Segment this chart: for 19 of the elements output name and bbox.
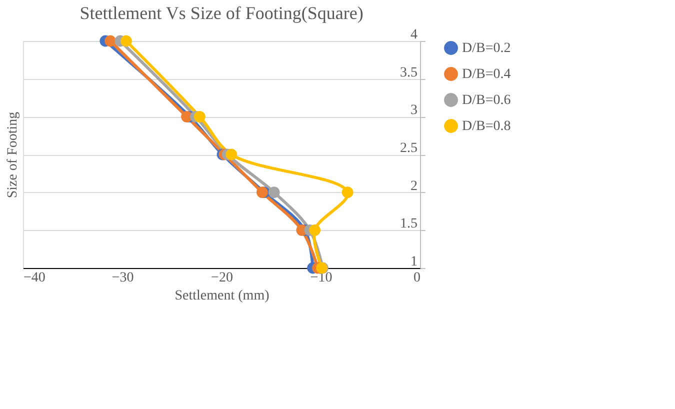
chart-title: Stettlement Vs Size of Footing(Square) [80,3,364,23]
legend-label: D/B=0.2 [462,41,511,56]
y-axis-title: Size of Footing [6,112,20,198]
y-tick-label: 1.5 [400,216,418,232]
legend-label: D/B=0.6 [462,93,511,108]
y-tick-label: 2 [410,178,418,194]
x-tick-label: −10 [310,270,332,286]
x-axis-title: Settlement (mm) [174,288,270,304]
y-tick-label: 1 [410,254,418,270]
y-tick-label: 3.5 [400,65,418,80]
x-tick-label: −20 [211,270,233,286]
x-tick-label: −40 [24,270,46,286]
y-tick-label: 3 [410,103,418,118]
x-tick-label: 0 [414,270,420,286]
legend-label: D/B=0.4 [462,67,511,82]
y-tick-label: 2.5 [400,141,418,156]
x-tick-label: −30 [112,270,134,286]
legend-label: D/B=0.8 [462,119,511,134]
y-tick-label: 4 [410,28,418,42]
